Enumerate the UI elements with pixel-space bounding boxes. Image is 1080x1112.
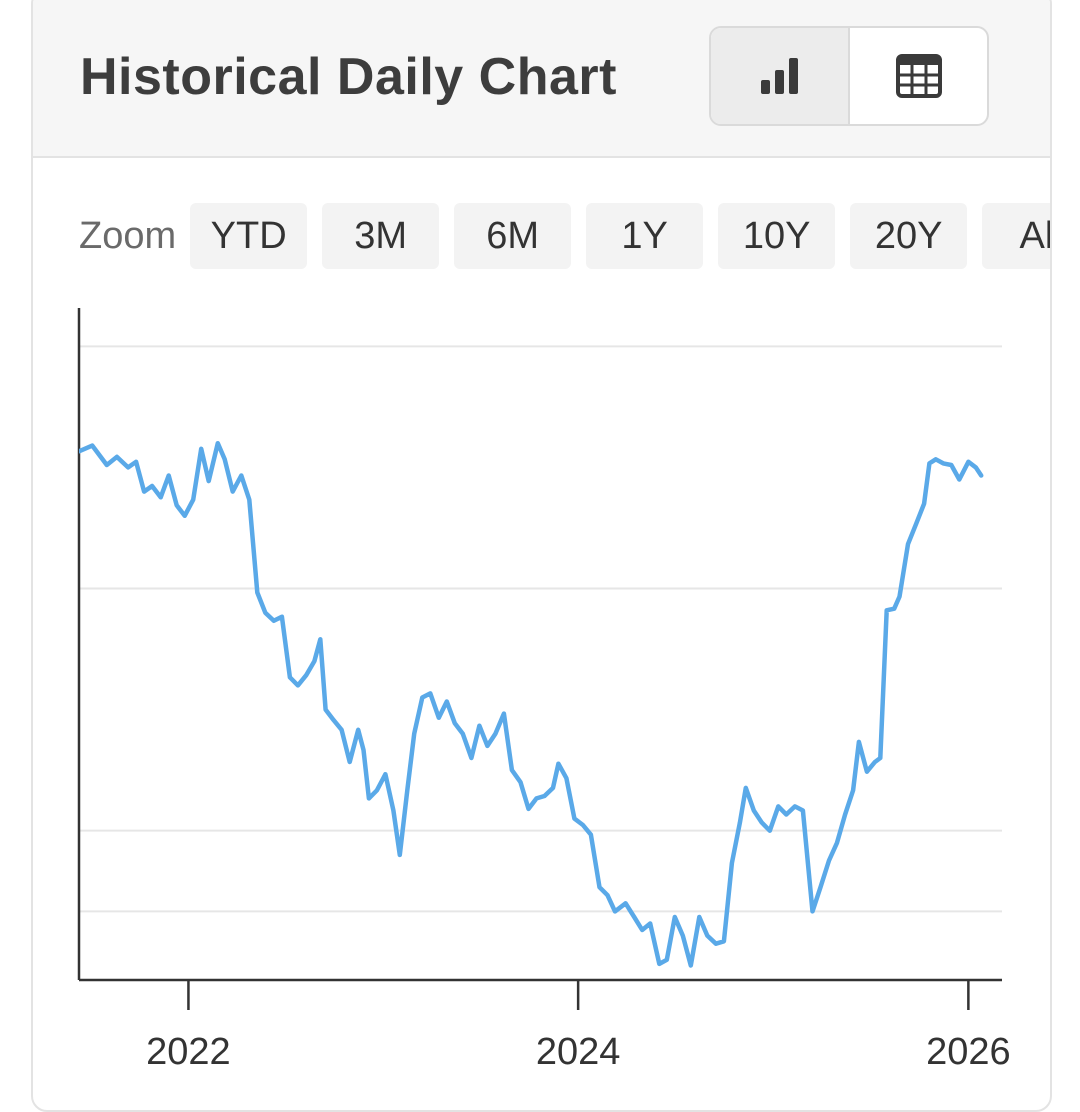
- view-toggle: [709, 26, 989, 126]
- chart-view-button[interactable]: [711, 28, 850, 124]
- x-tick-label: 2024: [536, 1031, 621, 1073]
- bar-chart-icon: [760, 58, 798, 94]
- table-view-button[interactable]: [850, 28, 987, 124]
- zoom-6m-button[interactable]: 6M: [454, 203, 572, 269]
- card-header: Historical Daily Chart: [33, 0, 1050, 158]
- zoom-label: Zoom: [79, 214, 177, 257]
- table-icon: [895, 54, 942, 98]
- zoom-20y-button[interactable]: 20Y: [850, 203, 968, 269]
- series-layer: [79, 440, 984, 968]
- chart-card: Historical Daily Chart: [31, 0, 1052, 1112]
- zoom-3m-button[interactable]: 3M: [322, 203, 440, 269]
- zoom-10y-button[interactable]: 10Y: [718, 203, 836, 269]
- x-tick-label: 2022: [146, 1031, 231, 1073]
- chart-title: Historical Daily Chart: [80, 48, 617, 106]
- x-tick-labels: 2022 2024 2026: [146, 980, 1011, 1073]
- zoom-all-button[interactable]: All: [982, 203, 1050, 269]
- x-tick-label: 2026: [926, 1031, 1011, 1073]
- series-line-0: [79, 440, 984, 968]
- zoom-controls: Zoom YTD 3M 6M 1Y 10Y 20Y All: [79, 203, 1050, 269]
- axes: [77, 308, 1002, 982]
- grid-lines: [79, 345, 1002, 913]
- zoom-ytd-button[interactable]: YTD: [190, 203, 308, 269]
- line-chart: 2022 2024 2026: [77, 308, 1011, 1073]
- zoom-1y-button[interactable]: 1Y: [586, 203, 704, 269]
